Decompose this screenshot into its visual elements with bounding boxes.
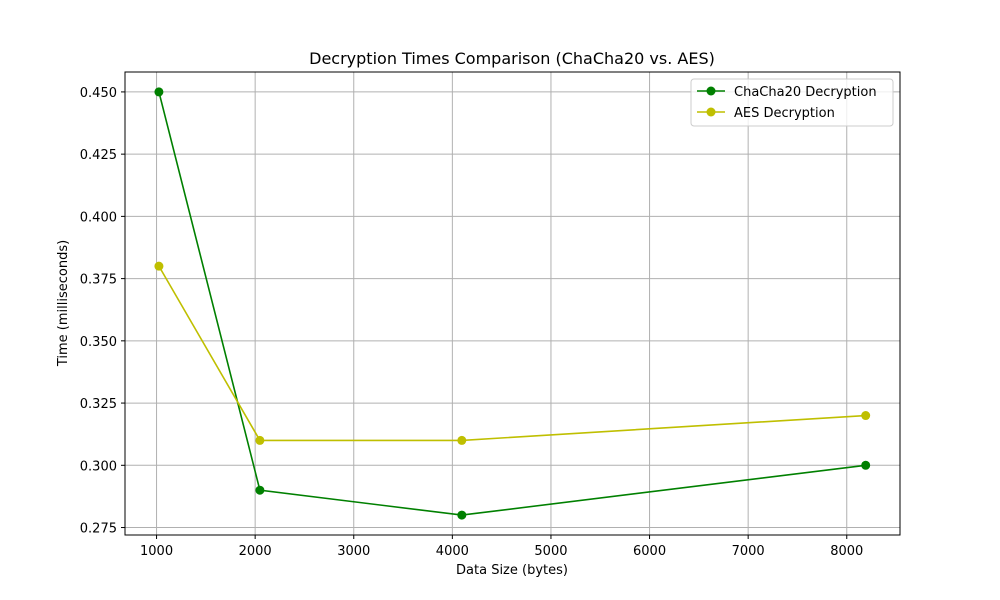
series-1-point xyxy=(154,87,164,97)
legend-marker-1 xyxy=(706,86,716,96)
x-tick-label: 5000 xyxy=(534,544,567,559)
series-2-point xyxy=(861,411,871,421)
y-tick-label: 0.375 xyxy=(80,273,117,288)
legend: ChaCha20 Decryption AES Decryption xyxy=(690,78,894,127)
grid-lines xyxy=(125,72,900,535)
y-tick-label: 0.400 xyxy=(80,210,117,225)
y-tick-label: 0.300 xyxy=(80,459,117,474)
series-2-point xyxy=(255,435,265,445)
series-1-point xyxy=(861,460,871,470)
y-tick-label: 0.425 xyxy=(80,148,117,163)
y-tick-label: 0.450 xyxy=(80,86,117,101)
legend-label-2: AES Decryption xyxy=(734,106,835,121)
series-line-1 xyxy=(158,91,866,516)
y-axis: 0.275 0.300 0.325 0.350 0.375 0.400 0.425 0.450 xyxy=(80,86,125,537)
y-tick-label: 0.275 xyxy=(80,522,117,537)
y-axis-label: Time (milliseconds) xyxy=(56,240,71,367)
legend-marker-2 xyxy=(706,107,716,117)
legend-label-1: ChaCha20 Decryption xyxy=(734,85,877,100)
x-tick-label: 7000 xyxy=(732,544,765,559)
series-line-2 xyxy=(158,265,866,442)
series-1-point xyxy=(457,510,467,520)
series-2-point xyxy=(154,261,164,271)
y-tick-label: 0.350 xyxy=(80,335,117,350)
x-tick-label: 6000 xyxy=(633,544,666,559)
x-tick-label: 2000 xyxy=(239,544,272,559)
chart-title: Decryption Times Comparison (ChaCha20 vs… xyxy=(309,49,715,68)
y-tick-label: 0.325 xyxy=(80,397,117,412)
series-1-point xyxy=(255,485,265,495)
plot-area-frame xyxy=(124,71,901,536)
x-tick-label: 1000 xyxy=(140,544,173,559)
x-axis-label: Data Size (bytes) xyxy=(456,563,568,578)
x-tick-label: 8000 xyxy=(830,544,863,559)
x-axis: 1000 2000 3000 4000 5000 6000 7000 8000 xyxy=(140,535,863,559)
x-tick-label: 4000 xyxy=(436,544,469,559)
series-layer xyxy=(154,87,871,520)
series-2-point xyxy=(457,435,467,445)
legend-box xyxy=(690,78,894,127)
x-tick-label: 3000 xyxy=(337,544,370,559)
